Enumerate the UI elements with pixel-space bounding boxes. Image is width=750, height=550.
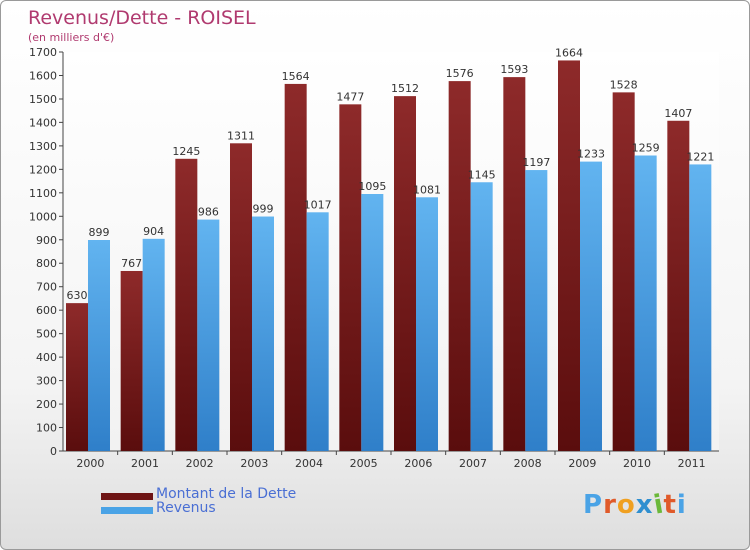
bar-revenue <box>470 182 493 451</box>
bar-revenue <box>689 164 712 451</box>
value-label-revenue: 1081 <box>413 183 441 196</box>
logo-letter: i <box>676 490 687 520</box>
x-tick-label: 2005 <box>350 457 378 470</box>
bar-revenue <box>142 238 165 451</box>
x-tick-label: 2004 <box>295 457 323 470</box>
value-label-revenue: 999 <box>253 203 274 216</box>
bar-revenue <box>580 161 602 451</box>
x-tick-label: 2003 <box>240 457 268 470</box>
y-tick-label: 1300 <box>29 140 57 153</box>
bar-debt <box>66 303 88 451</box>
y-tick-label: 500 <box>36 328 57 341</box>
bar-debt <box>339 104 362 451</box>
x-tick-label: 2002 <box>186 457 214 470</box>
logo-letter: t <box>663 490 677 520</box>
legend-swatch-revenue <box>101 507 153 514</box>
legend-label-revenue: Revenus <box>156 500 216 516</box>
bar-debt <box>612 92 635 451</box>
bar-revenue <box>306 212 329 451</box>
bar-revenue <box>634 155 657 451</box>
bar-debt <box>120 270 143 451</box>
value-label-debt: 1576 <box>446 67 474 80</box>
y-tick-label: 1000 <box>29 210 57 223</box>
y-tick-label: 600 <box>36 304 57 317</box>
value-label-revenue: 1259 <box>632 142 660 155</box>
bar-revenue <box>525 170 548 451</box>
value-label-revenue: 1221 <box>686 150 714 163</box>
logo-letter: x <box>635 490 654 520</box>
value-label-debt: 1512 <box>391 82 419 95</box>
value-label-debt: 1593 <box>500 63 528 76</box>
plot-background <box>63 52 719 451</box>
legend-label-debt: Montant de la Dette <box>156 486 297 502</box>
bar-debt <box>503 77 526 452</box>
x-tick-label: 2008 <box>514 457 542 470</box>
bar-debt <box>558 60 580 452</box>
y-tick-label: 0 <box>50 445 57 458</box>
x-tick-label: 2009 <box>568 457 596 470</box>
bar-debt <box>448 81 471 452</box>
bar-debt <box>667 120 690 451</box>
y-tick-label: 1500 <box>29 93 57 106</box>
value-label-revenue: 899 <box>89 226 110 239</box>
value-label-revenue: 1017 <box>304 198 332 211</box>
y-tick-label: 900 <box>36 234 57 247</box>
y-tick-label: 100 <box>36 422 57 435</box>
logo-letter: r <box>603 490 617 520</box>
x-tick-label: 2007 <box>459 457 487 470</box>
y-tick-label: 1200 <box>29 163 57 176</box>
value-label-revenue: 1197 <box>522 156 550 169</box>
x-tick-label: 2000 <box>76 457 104 470</box>
value-label-debt: 1528 <box>610 78 638 91</box>
bar-debt <box>394 96 416 452</box>
value-label-debt: 1245 <box>172 145 200 158</box>
bar-debt <box>284 83 307 452</box>
value-label-debt: 1564 <box>282 70 310 83</box>
x-tick-label: 2011 <box>678 457 706 470</box>
bars <box>66 60 712 452</box>
y-tick-label: 700 <box>36 281 57 294</box>
y-axis: 0 100 200 300 400 500 600 700 800 900 1000 1100 1200… <box>29 46 64 458</box>
value-label-debt: 767 <box>121 257 142 270</box>
value-label-revenue: 1095 <box>358 180 386 193</box>
proxiti-logo: Proxiti <box>583 489 687 520</box>
chart-subtitle: (en milliers d'€) <box>28 31 115 44</box>
bar-revenue <box>252 216 274 451</box>
x-tick-label: 2001 <box>131 457 159 470</box>
bar-revenue <box>88 239 110 451</box>
logo-letter: P <box>583 490 604 520</box>
value-label-debt: 1477 <box>336 90 364 103</box>
value-labels: 630 899 767 904 1245 986 1311 999 1564 1017 1477 10… <box>67 46 715 302</box>
value-label-debt: 1311 <box>227 129 255 142</box>
bar-debt <box>230 143 252 451</box>
x-tick-label: 2010 <box>623 457 651 470</box>
y-tick-label: 300 <box>36 375 57 388</box>
value-label-revenue: 1233 <box>577 148 605 161</box>
bar-revenue <box>197 219 220 451</box>
y-tick-label: 800 <box>36 257 57 270</box>
x-tick-label: 2006 <box>404 457 432 470</box>
legend-swatch-debt <box>101 493 153 500</box>
value-label-revenue: 986 <box>198 206 219 219</box>
y-tick-label: 1600 <box>29 69 57 82</box>
bar-revenue <box>361 193 384 451</box>
bar-revenue <box>416 197 438 451</box>
y-tick-label: 1400 <box>29 116 57 129</box>
value-label-debt: 630 <box>67 289 88 302</box>
value-label-debt: 1664 <box>555 46 583 59</box>
y-tick-label: 200 <box>36 398 57 411</box>
y-tick-label: 1700 <box>29 46 57 59</box>
y-tick-label: 1100 <box>29 187 57 200</box>
bar-debt <box>175 158 198 451</box>
y-tick-label: 400 <box>36 351 57 364</box>
value-label-revenue: 904 <box>143 225 164 238</box>
chart-title: Revenus/Dette - ROISEL <box>28 7 256 29</box>
value-label-revenue: 1145 <box>468 168 496 181</box>
x-axis: 2000 2001 2002 2003 2004 2005 2006 2007 2008 2009… <box>63 450 719 470</box>
value-label-debt: 1407 <box>664 107 692 120</box>
logo-letter: o <box>616 490 636 520</box>
plot-area <box>63 52 719 451</box>
